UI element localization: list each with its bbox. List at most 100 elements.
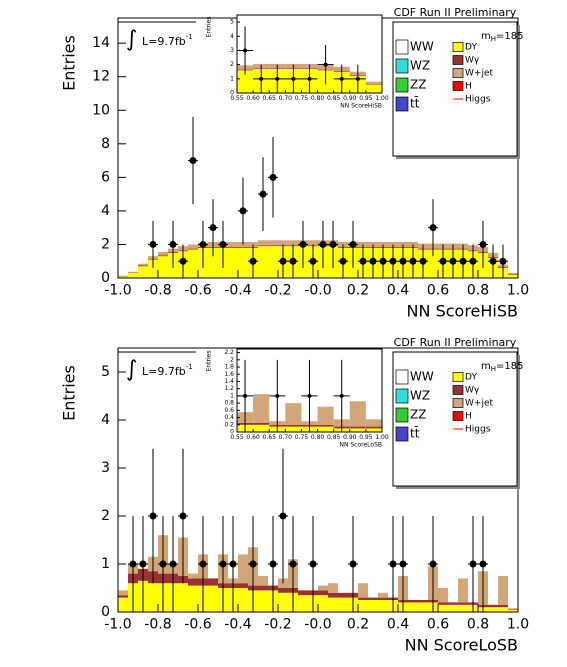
histogram-bar — [118, 597, 128, 612]
luminosity-text: L=9.7fb — [142, 365, 186, 378]
x-tick-label: -0.6 — [184, 283, 211, 299]
data-point — [449, 257, 457, 265]
data-point — [259, 76, 264, 81]
histogram-bar — [158, 252, 168, 256]
x-tick-label: -0.8 — [144, 283, 171, 299]
x-tick-label: 0.60 — [246, 434, 260, 441]
data-point — [179, 512, 187, 520]
y-tick-label: 1.6 — [224, 371, 234, 378]
legend-label: W+jet — [465, 69, 493, 79]
histogram-bar — [418, 602, 428, 612]
histogram-bar — [118, 590, 128, 596]
y-tick-label: 0.2 — [224, 421, 234, 428]
data-point — [275, 393, 280, 398]
legend-label: Wγ — [465, 56, 480, 66]
histogram-bar — [238, 583, 248, 588]
data-point — [469, 257, 477, 265]
mass-symbol: m — [481, 361, 491, 372]
legend-label: Higgs — [465, 95, 491, 105]
data-point — [219, 560, 227, 568]
legend-label: H — [465, 82, 472, 92]
histogram-bar — [378, 592, 388, 598]
data-point — [419, 257, 427, 265]
legend-swatch — [452, 398, 464, 408]
y-tick-label: 5 — [230, 19, 234, 26]
x-tick-label: -0.6 — [184, 617, 211, 633]
histogram-bar — [128, 271, 138, 273]
histogram-bar — [338, 597, 348, 612]
data-point — [309, 560, 317, 568]
data-point — [169, 240, 177, 248]
data-point — [479, 240, 487, 248]
histogram-bar — [188, 578, 198, 586]
legend-swatch — [395, 77, 409, 93]
y-tick-label: 2 — [101, 508, 110, 524]
legend-swatch — [395, 369, 409, 385]
data-point — [359, 257, 367, 265]
histogram-bar — [285, 424, 302, 427]
data-point — [329, 240, 337, 248]
histogram-bar — [498, 604, 508, 608]
legend-swatch — [395, 39, 409, 55]
data-point — [409, 257, 417, 265]
data-point — [469, 560, 477, 568]
histogram-bar — [438, 602, 448, 605]
histogram-bar — [488, 607, 498, 612]
y-tick-label: 2 — [230, 356, 234, 363]
histogram-bar — [118, 276, 128, 278]
data-point — [319, 240, 327, 248]
x-tick-label: 0.55 — [230, 434, 244, 441]
histogram-bar — [328, 583, 338, 593]
x-tick-label: 0.8 — [467, 617, 489, 633]
data-point — [309, 257, 317, 265]
legend-label: W+jet — [465, 399, 493, 409]
data-point — [349, 240, 357, 248]
histogram-bar — [508, 273, 518, 275]
y-tick-label: 1.2 — [224, 385, 234, 392]
luminosity-exponent: -1 — [186, 33, 193, 41]
header: CDF Run II Preliminary — [394, 336, 517, 349]
y-tick-label: 1.8 — [224, 364, 234, 371]
histogram-bar — [358, 597, 368, 600]
legend-label: Wγ — [465, 386, 480, 396]
histogram-bar — [188, 248, 198, 250]
x-tick-label: 0.85 — [327, 434, 341, 441]
x-axis-label: NN ScoreHiSB — [407, 302, 518, 321]
histogram-bar — [508, 608, 518, 610]
histogram-bar — [438, 588, 448, 603]
y-tick-label: 5 — [101, 364, 110, 380]
histogram-bar — [268, 246, 278, 278]
histogram-bar — [188, 573, 198, 579]
x-axis-label: NN ScoreLoSB — [339, 442, 382, 449]
histogram-bar — [237, 70, 254, 93]
legend-label: H — [465, 412, 472, 422]
histogram-bar — [508, 272, 518, 274]
legend-label: WZ — [410, 59, 430, 73]
histogram-bar — [458, 578, 468, 603]
histogram-bar — [438, 604, 448, 612]
legend-label: tt̄ — [410, 426, 420, 440]
x-tick-label: -0.4 — [224, 283, 251, 299]
data-point — [349, 560, 357, 568]
legend-swatch — [452, 68, 464, 78]
legend-label: DY — [465, 43, 477, 53]
x-tick-label: 0.4 — [387, 283, 409, 299]
histogram-bar — [238, 554, 248, 584]
histogram-bar — [285, 426, 302, 432]
legend-swatch — [452, 42, 464, 52]
x-tick-label: 0.75 — [295, 434, 309, 441]
histogram-bar — [365, 428, 382, 432]
mass-value: =185 — [496, 31, 523, 42]
y-tick-label: 4 — [101, 412, 110, 428]
data-point — [209, 224, 217, 232]
legend-swatch — [395, 388, 409, 404]
y-tick-label: 4 — [101, 203, 110, 219]
data-point — [243, 48, 248, 53]
histogram-bar — [318, 585, 328, 591]
mass-value: =185 — [496, 361, 523, 372]
y-tick-label: 0.6 — [224, 407, 234, 414]
histogram-bar — [258, 240, 268, 246]
x-tick-label: -0.4 — [224, 617, 251, 633]
data-point — [169, 560, 177, 568]
data-point — [149, 512, 157, 520]
